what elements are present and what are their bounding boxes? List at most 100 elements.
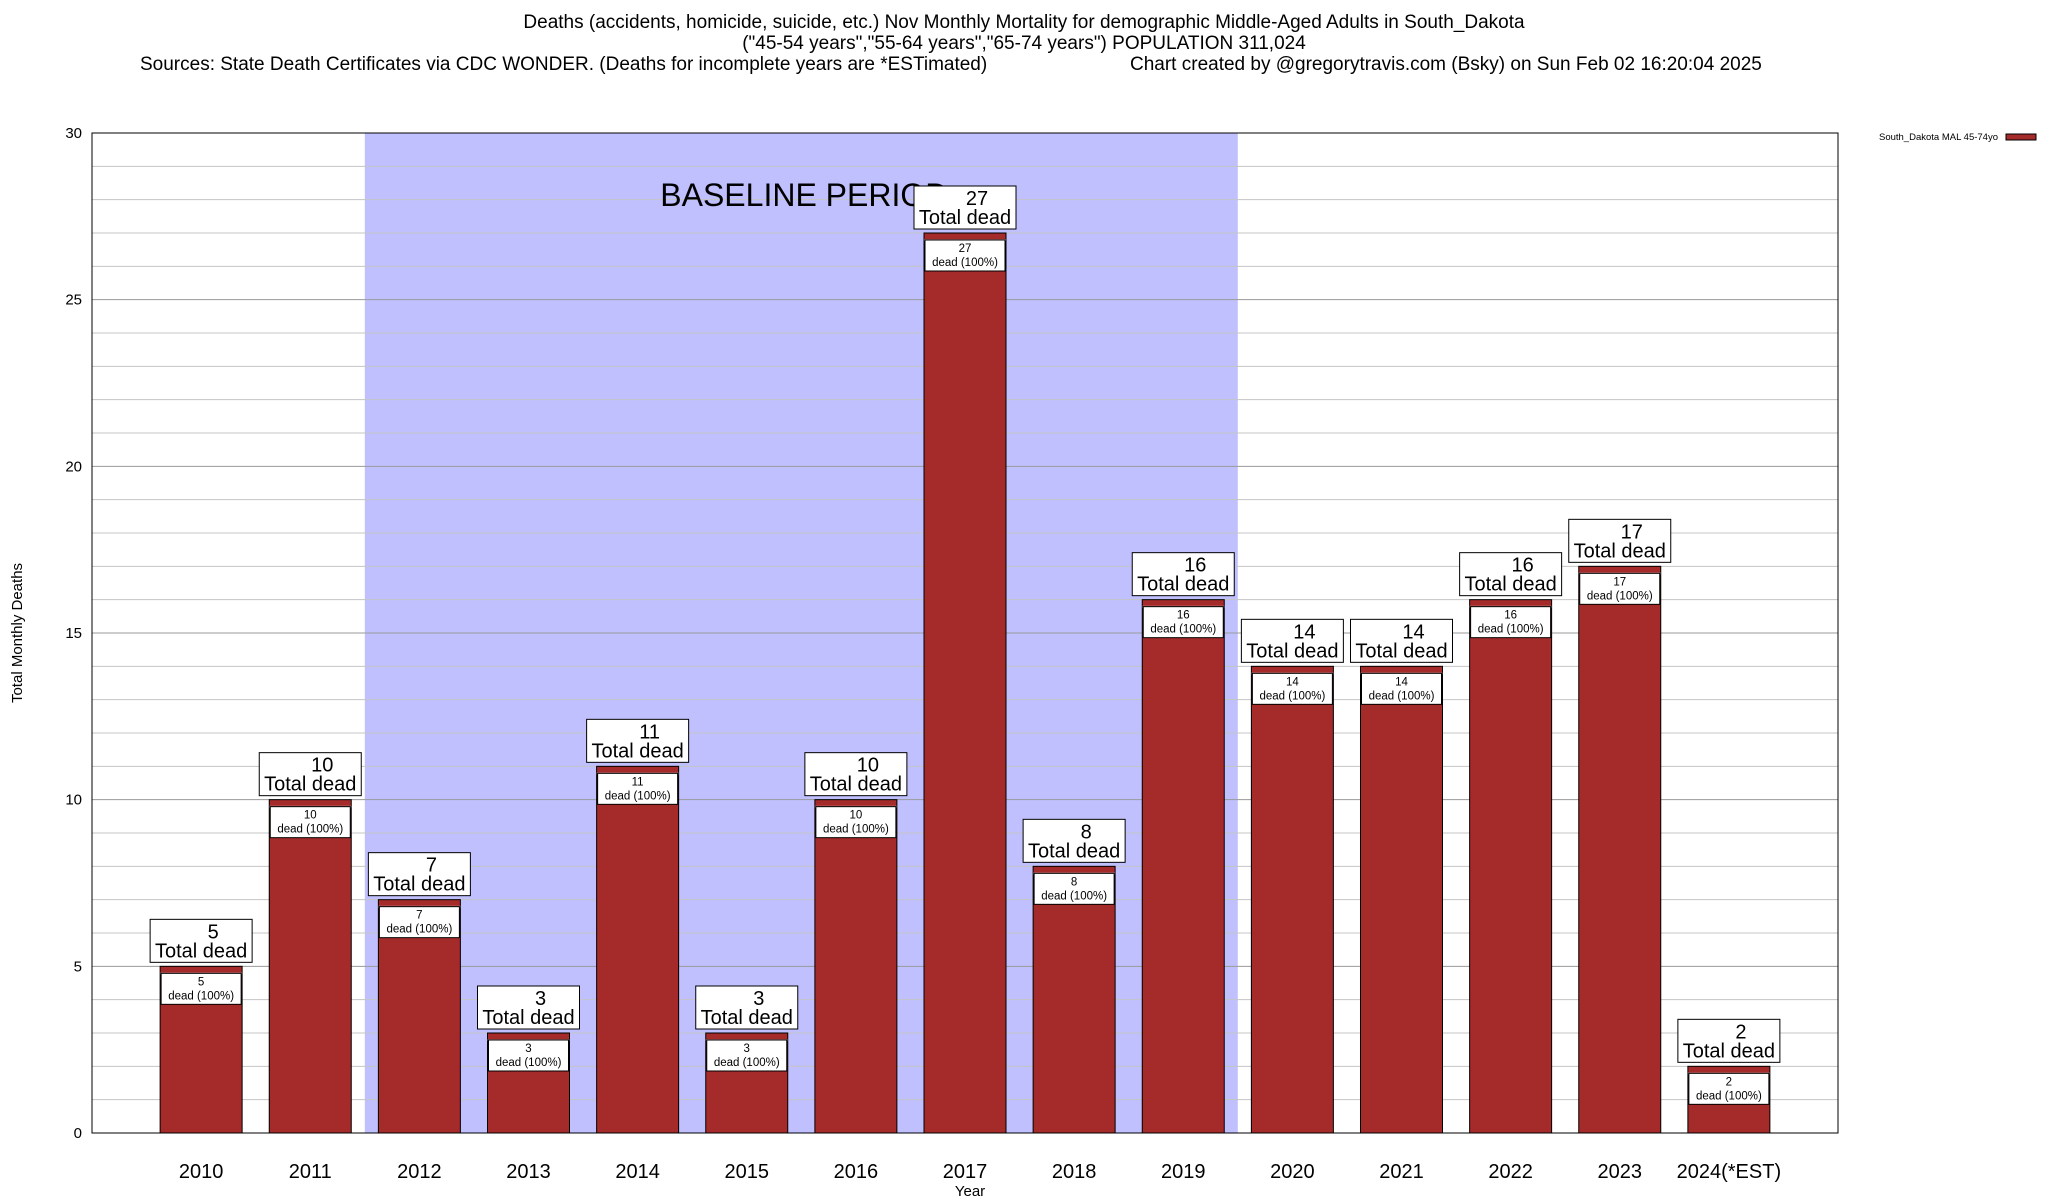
- inner-label-box: [1688, 1072, 1770, 1105]
- bar-2017: [923, 232, 1007, 1134]
- inner-percent-label: dead (100%): [168, 990, 234, 1002]
- total-label-box: [1350, 618, 1453, 663]
- total-label-box: [586, 718, 690, 763]
- total-label-box: [695, 985, 799, 1030]
- y-tick-label: 25: [65, 292, 82, 309]
- total-value-label: 14: [1402, 621, 1424, 643]
- total-dead-label: Total dead: [482, 1007, 574, 1029]
- total-label-box: [913, 185, 1017, 230]
- inner-label-box: [924, 239, 1006, 272]
- inner-value-label: 10: [304, 810, 317, 822]
- bar-2020: [1250, 665, 1334, 1134]
- inner-value-label: 16: [1504, 610, 1517, 622]
- x-axis-label: Year: [955, 1183, 985, 1200]
- inner-label-box: [1033, 872, 1115, 905]
- y-tick-label: 0: [74, 1125, 82, 1142]
- inner-value-label: 27: [959, 243, 972, 255]
- bar-2011: [268, 799, 352, 1134]
- chart-credit: Chart created by @gregorytravis.com (Bsk…: [1130, 54, 1762, 75]
- bar-2016: [814, 799, 898, 1134]
- total-label-box: [258, 752, 362, 797]
- bar-2023: [1578, 565, 1662, 1134]
- total-dead-label: Total dead: [264, 774, 356, 796]
- baseline-period-label: BASELINE PERIOD: [660, 177, 948, 213]
- bar-2019: [1141, 599, 1225, 1134]
- y-tick-label: 10: [65, 792, 82, 809]
- inner-label-box: [1361, 672, 1442, 705]
- y-tick-label: 20: [65, 458, 82, 475]
- total-dead-label: Total dead: [1355, 640, 1447, 662]
- x-tick-label: 2012: [397, 1161, 442, 1183]
- total-label-box: [1131, 552, 1235, 597]
- x-tick-label: 2014: [615, 1161, 660, 1183]
- total-value-label: 8: [1081, 821, 1092, 843]
- total-value-label: 2: [1735, 1021, 1746, 1043]
- inner-label-box: [1251, 672, 1333, 705]
- total-value-label: 3: [753, 988, 764, 1010]
- bar-2018: [1032, 865, 1116, 1134]
- total-value-label: 10: [857, 755, 879, 777]
- x-tick-label: 2021: [1379, 1161, 1424, 1183]
- inner-value-label: 11: [632, 776, 644, 788]
- x-tick-label: 2011: [289, 1161, 332, 1183]
- bar-2014: [596, 765, 680, 1134]
- inner-value-label: 16: [1177, 610, 1190, 622]
- inner-label-box: [815, 806, 897, 839]
- total-dead-label: Total dead: [701, 1007, 793, 1029]
- inner-label-box: [1470, 606, 1552, 639]
- inner-percent-label: dead (100%): [1150, 624, 1216, 636]
- total-label-box: [477, 985, 580, 1030]
- inner-percent-label: dead (100%): [496, 1057, 562, 1069]
- total-value-label: 5: [208, 921, 219, 943]
- inner-label-box: [706, 1039, 788, 1072]
- total-value-label: 11: [639, 721, 660, 743]
- y-tick-label: 15: [65, 625, 82, 642]
- total-value-label: 10: [311, 755, 333, 777]
- total-value-label: 17: [1621, 521, 1643, 543]
- inner-value-label: 10: [849, 810, 862, 822]
- x-tick-label: 2017: [943, 1161, 988, 1183]
- legend-label: South_Dakota MAL 45-74yo: [1879, 132, 1998, 143]
- inner-value-label: 7: [416, 910, 422, 922]
- total-label-box: [1677, 1018, 1781, 1063]
- inner-value-label: 17: [1613, 576, 1626, 588]
- x-tick-label: 2018: [1052, 1161, 1097, 1183]
- total-value-label: 7: [426, 855, 437, 877]
- total-dead-label: Total dead: [1683, 1040, 1775, 1062]
- bar-2021: [1360, 665, 1443, 1134]
- total-label-box: [1459, 552, 1563, 597]
- inner-label-box: [378, 906, 460, 939]
- legend-swatch: [2005, 133, 2037, 141]
- inner-value-label: 8: [1071, 876, 1077, 888]
- inner-percent-label: dead (100%): [1259, 690, 1325, 702]
- inner-value-label: 5: [198, 976, 204, 988]
- x-tick-label: 2024(*EST): [1677, 1161, 1782, 1183]
- x-tick-label: 2015: [725, 1161, 770, 1183]
- x-tick-label: 2022: [1488, 1161, 1533, 1183]
- x-tick-label: 2023: [1598, 1161, 1643, 1183]
- inner-value-label: 2: [1726, 1076, 1732, 1088]
- chart-sources: Sources: State Death Certificates via CD…: [140, 54, 988, 75]
- total-dead-label: Total dead: [919, 207, 1011, 229]
- total-dead-label: Total dead: [1574, 540, 1666, 562]
- bar-2022: [1469, 599, 1553, 1134]
- total-dead-label: Total dead: [591, 740, 683, 762]
- total-dead-label: Total dead: [1137, 574, 1229, 596]
- inner-percent-label: dead (100%): [932, 257, 998, 269]
- inner-label-box: [269, 806, 351, 839]
- total-value-label: 16: [1512, 555, 1534, 577]
- x-tick-label: 2020: [1270, 1161, 1315, 1183]
- inner-value-label: 3: [744, 1043, 750, 1055]
- total-dead-label: Total dead: [373, 874, 465, 896]
- inner-value-label: 14: [1395, 676, 1408, 688]
- inner-label-box: [1142, 606, 1224, 639]
- inner-percent-label: dead (100%): [1369, 690, 1435, 702]
- total-value-label: 14: [1293, 621, 1315, 643]
- y-tick-label: 30: [65, 125, 82, 142]
- y-tick-label: 5: [74, 958, 82, 975]
- chart-subtitle: ("45-54 years","55-64 years","65-74 year…: [742, 33, 1306, 54]
- total-value-label: 3: [535, 988, 546, 1010]
- total-dead-label: Total dead: [1028, 840, 1120, 862]
- x-tick-label: 2019: [1161, 1161, 1206, 1183]
